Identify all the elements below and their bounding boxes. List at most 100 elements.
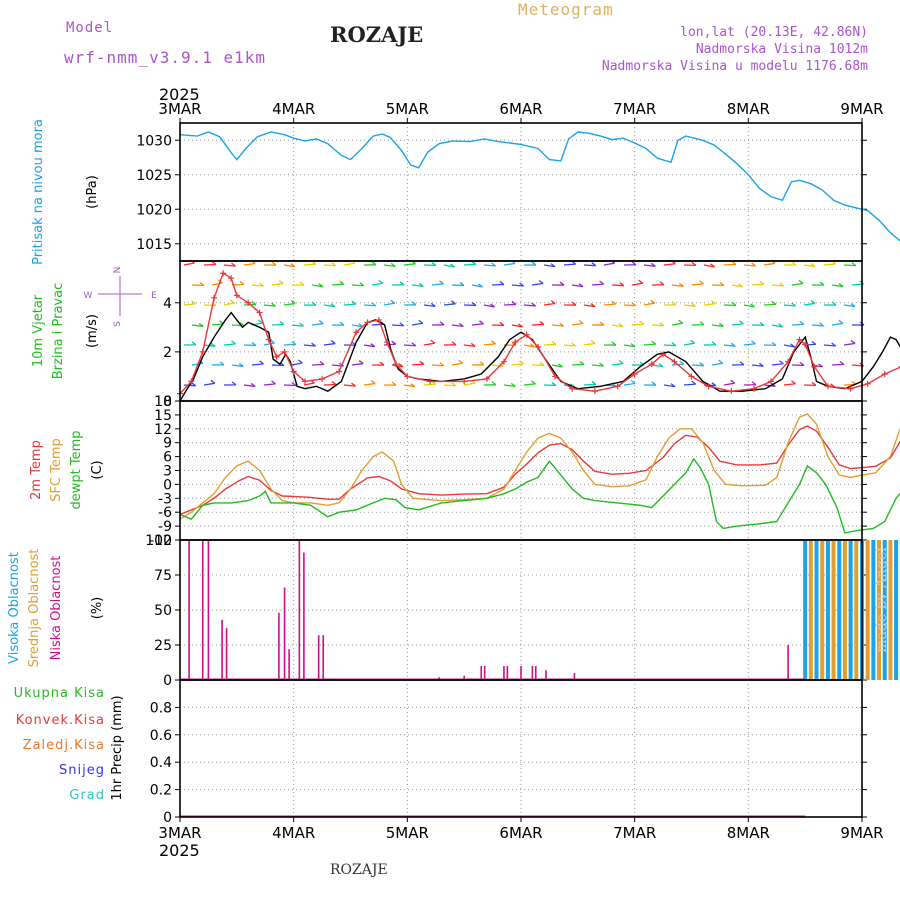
- wind-arrow-head: [751, 381, 757, 386]
- gust-marker: [302, 378, 309, 385]
- year-label-top: 2025: [159, 85, 200, 104]
- wind-arrow-head: [399, 281, 405, 286]
- wind-arrow: [551, 324, 564, 327]
- y-tick-label: 4: [163, 296, 172, 312]
- wind-arrow: [543, 264, 556, 268]
- wind-arrow-head: [231, 381, 237, 386]
- wind-arrow: [363, 304, 376, 307]
- gust-marker: [751, 385, 758, 392]
- wind-arrow: [671, 284, 684, 287]
- gust-marker: [188, 378, 195, 385]
- wind-arrow-head: [731, 260, 737, 265]
- gust-marker: [785, 358, 792, 365]
- gust-marker: [375, 316, 382, 323]
- wind-arrow-head: [519, 282, 524, 287]
- wind-arrow-head: [558, 363, 563, 368]
- gust-marker: [796, 336, 803, 343]
- wind-arrow: [831, 363, 844, 366]
- wind-arrow: [663, 263, 676, 266]
- wind-arrow-head: [779, 282, 785, 287]
- wind-arrow-head: [819, 322, 825, 327]
- series-line-2m-temp: [179, 425, 900, 516]
- gust-marker: [864, 380, 871, 387]
- wind-arrow: [583, 383, 596, 386]
- year-label-bottom: 2025: [159, 841, 200, 860]
- wind-arrow-head: [491, 262, 496, 267]
- wind-arrow-head: [391, 381, 397, 386]
- wind-arrow-head: [611, 300, 617, 305]
- gust-marker: [523, 331, 530, 338]
- wind-arrow: [263, 342, 275, 346]
- wind-arrow: [731, 284, 743, 288]
- wind-arrow-head: [659, 322, 665, 327]
- wind-arrow-head: [491, 340, 496, 345]
- wind-arrow-head: [599, 362, 604, 367]
- wind-arrow-head: [191, 382, 197, 387]
- precip-legend-label: Ukupna Kisa: [14, 686, 105, 701]
- bar: [298, 540, 301, 680]
- wind-arrow-head: [370, 380, 376, 385]
- wind-arrow: [483, 304, 495, 308]
- wind-arrow-head: [299, 322, 304, 327]
- wind-arrow: [571, 322, 584, 326]
- precip-unit: 1hr Precip (mm): [110, 695, 125, 800]
- wind-arrow-head: [799, 320, 805, 325]
- precip-legend-label: Grad: [69, 788, 105, 803]
- wind-arrow-head: [238, 362, 244, 367]
- wind-arrow-head: [750, 303, 755, 308]
- wind-arrow-head: [599, 280, 605, 285]
- wind-arrow: [323, 264, 336, 267]
- wind-arrow: [743, 343, 756, 346]
- wind-arrow-head: [550, 263, 556, 268]
- y-tick-label: 75: [154, 568, 172, 584]
- bar: [803, 540, 808, 680]
- wind-arrow-head: [290, 263, 296, 268]
- wind-arrow-head: [451, 341, 457, 346]
- wind-arrow-head: [810, 263, 816, 268]
- wind-arrow-head: [699, 321, 705, 326]
- wind-arrow-head: [390, 262, 396, 267]
- wind-arrow-head: [539, 361, 545, 366]
- wind-arrow: [723, 382, 735, 386]
- wind-arrow-head: [359, 282, 365, 287]
- precip-legend-label: Konvek.Kisa: [16, 713, 105, 728]
- wind-arrow: [603, 303, 616, 306]
- compass-icon: [98, 276, 142, 316]
- wind-arrow: [291, 362, 303, 366]
- wind-arrow: [571, 363, 584, 366]
- wind-arrow-head: [559, 281, 565, 286]
- bar: [545, 670, 547, 680]
- wind-arrow-head: [739, 320, 744, 325]
- x-tick-label-bottom: 7MAR: [613, 824, 656, 842]
- wind-arrow-head: [751, 340, 756, 345]
- wind-arrow: [583, 342, 596, 346]
- wind-arrow-head: [671, 301, 677, 306]
- y-tick-label: 0: [163, 673, 172, 689]
- wind-arrow-head: [799, 361, 805, 366]
- wind-arrow-head: [318, 320, 324, 325]
- gust-marker: [811, 363, 818, 370]
- wind-arrow-head: [410, 383, 416, 388]
- wind-arrow-head: [678, 319, 684, 324]
- wind-arrow-head: [531, 380, 536, 385]
- gust-marker: [211, 294, 218, 301]
- wind-arrow: [571, 284, 584, 288]
- wind-arrow-head: [351, 300, 357, 305]
- gust-marker: [228, 275, 235, 282]
- wind-arrow: [351, 362, 364, 366]
- gust-marker: [569, 385, 576, 392]
- gust-marker: [392, 361, 399, 368]
- wind-arrow: [683, 342, 695, 346]
- wind-arrow: [703, 303, 716, 306]
- panel-wind: 0 2 4: [163, 259, 900, 410]
- wind-arrow-head: [618, 359, 624, 365]
- wind-arrow: [343, 303, 356, 306]
- wind-arrow: [803, 264, 816, 268]
- y-tick-label: -12: [149, 533, 172, 549]
- wind-arrow: [503, 262, 516, 266]
- wind-arrow-head: [371, 302, 377, 307]
- wind-arrow-head: [339, 280, 345, 285]
- gust-marker: [281, 348, 288, 355]
- panel-precip: 0 0.2 0.4 0.6 0.8: [150, 679, 867, 826]
